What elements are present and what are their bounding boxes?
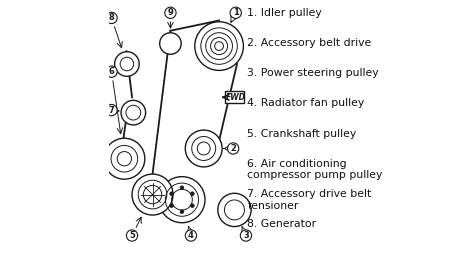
Circle shape: [132, 174, 173, 215]
Circle shape: [195, 22, 244, 70]
Circle shape: [170, 204, 173, 208]
Text: 1: 1: [233, 8, 238, 17]
Text: 4: 4: [188, 231, 194, 240]
Text: 5. Crankshaft pulley: 5. Crankshaft pulley: [247, 129, 356, 138]
Text: 2: 2: [230, 144, 236, 153]
Circle shape: [165, 7, 176, 18]
Circle shape: [127, 230, 137, 241]
Circle shape: [185, 130, 222, 167]
Text: 6: 6: [109, 67, 115, 76]
Circle shape: [230, 7, 241, 18]
Circle shape: [185, 230, 197, 241]
Text: 5: 5: [129, 231, 135, 240]
Circle shape: [159, 177, 205, 223]
Circle shape: [228, 143, 239, 154]
Circle shape: [106, 66, 117, 77]
Text: 3. Power steering pulley: 3. Power steering pulley: [247, 68, 379, 78]
Text: FWD: FWD: [226, 93, 246, 102]
Text: 2. Accessory belt drive: 2. Accessory belt drive: [247, 38, 372, 48]
Text: 6. Air conditioning
compressor pump pulley: 6. Air conditioning compressor pump pull…: [247, 159, 383, 180]
Text: 7. Accessory drive belt
tensioner: 7. Accessory drive belt tensioner: [247, 189, 372, 210]
Circle shape: [106, 104, 117, 116]
Text: 8. Generator: 8. Generator: [247, 219, 316, 229]
Text: 7: 7: [109, 105, 114, 115]
Circle shape: [218, 193, 251, 227]
Text: 3: 3: [243, 231, 249, 240]
FancyBboxPatch shape: [225, 91, 244, 103]
Circle shape: [160, 33, 181, 54]
Circle shape: [180, 210, 184, 214]
Text: 4. Radiator fan pulley: 4. Radiator fan pulley: [247, 98, 365, 108]
Circle shape: [180, 186, 184, 189]
Circle shape: [240, 230, 252, 241]
Circle shape: [191, 192, 194, 196]
Circle shape: [106, 12, 117, 24]
Circle shape: [104, 138, 145, 179]
Text: 8: 8: [109, 13, 114, 23]
Circle shape: [115, 52, 139, 76]
Text: 1. Idler pulley: 1. Idler pulley: [247, 8, 322, 18]
Circle shape: [170, 192, 173, 196]
Circle shape: [121, 100, 146, 125]
Circle shape: [191, 204, 194, 208]
Text: 9: 9: [168, 8, 173, 17]
